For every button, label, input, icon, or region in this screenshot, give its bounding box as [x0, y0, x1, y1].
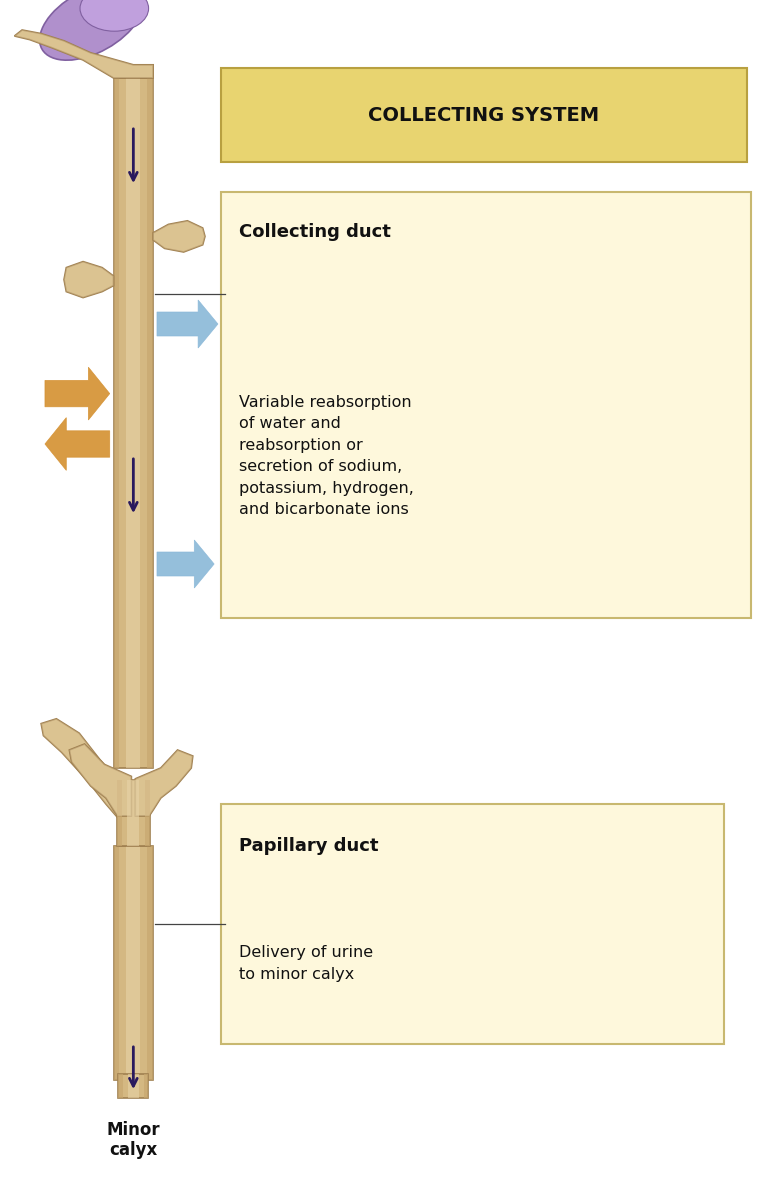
- Polygon shape: [64, 262, 114, 298]
- FancyBboxPatch shape: [221, 192, 751, 618]
- Bar: [145, 780, 150, 846]
- FancyBboxPatch shape: [221, 804, 724, 1044]
- Polygon shape: [153, 221, 205, 252]
- Text: COLLECTING SYSTEM: COLLECTING SYSTEM: [368, 106, 600, 125]
- Bar: [117, 780, 150, 846]
- Polygon shape: [41, 719, 121, 822]
- Ellipse shape: [80, 0, 149, 31]
- Bar: [126, 78, 140, 768]
- Polygon shape: [69, 744, 131, 816]
- Polygon shape: [41, 719, 121, 822]
- Text: Collecting duct: Collecting duct: [239, 223, 390, 240]
- Bar: [114, 846, 153, 1080]
- Polygon shape: [14, 30, 153, 78]
- Bar: [127, 780, 139, 846]
- Bar: [114, 78, 153, 768]
- Polygon shape: [153, 221, 205, 252]
- Bar: [147, 78, 153, 768]
- Bar: [128, 1074, 139, 1098]
- Polygon shape: [69, 744, 131, 816]
- FancyBboxPatch shape: [221, 68, 747, 162]
- Bar: [114, 78, 120, 768]
- Polygon shape: [45, 418, 110, 470]
- Ellipse shape: [40, 0, 143, 60]
- Bar: [119, 1074, 123, 1098]
- Text: Variable reabsorption
of water and
reabsorption or
secretion of sodium,
potassiu: Variable reabsorption of water and reabs…: [239, 395, 413, 517]
- Polygon shape: [136, 750, 193, 816]
- Bar: [117, 780, 122, 846]
- Polygon shape: [136, 750, 193, 816]
- Text: Delivery of urine
to minor calyx: Delivery of urine to minor calyx: [239, 946, 373, 982]
- Polygon shape: [14, 30, 153, 78]
- Bar: [119, 1074, 148, 1098]
- Bar: [144, 1074, 148, 1098]
- Polygon shape: [157, 300, 218, 348]
- Polygon shape: [64, 262, 114, 298]
- Text: Papillary duct: Papillary duct: [239, 838, 378, 854]
- Polygon shape: [157, 540, 214, 588]
- Bar: [126, 846, 140, 1080]
- Polygon shape: [45, 367, 110, 420]
- Bar: [114, 846, 120, 1080]
- Bar: [147, 846, 153, 1080]
- Text: Minor
calyx: Minor calyx: [107, 1121, 160, 1159]
